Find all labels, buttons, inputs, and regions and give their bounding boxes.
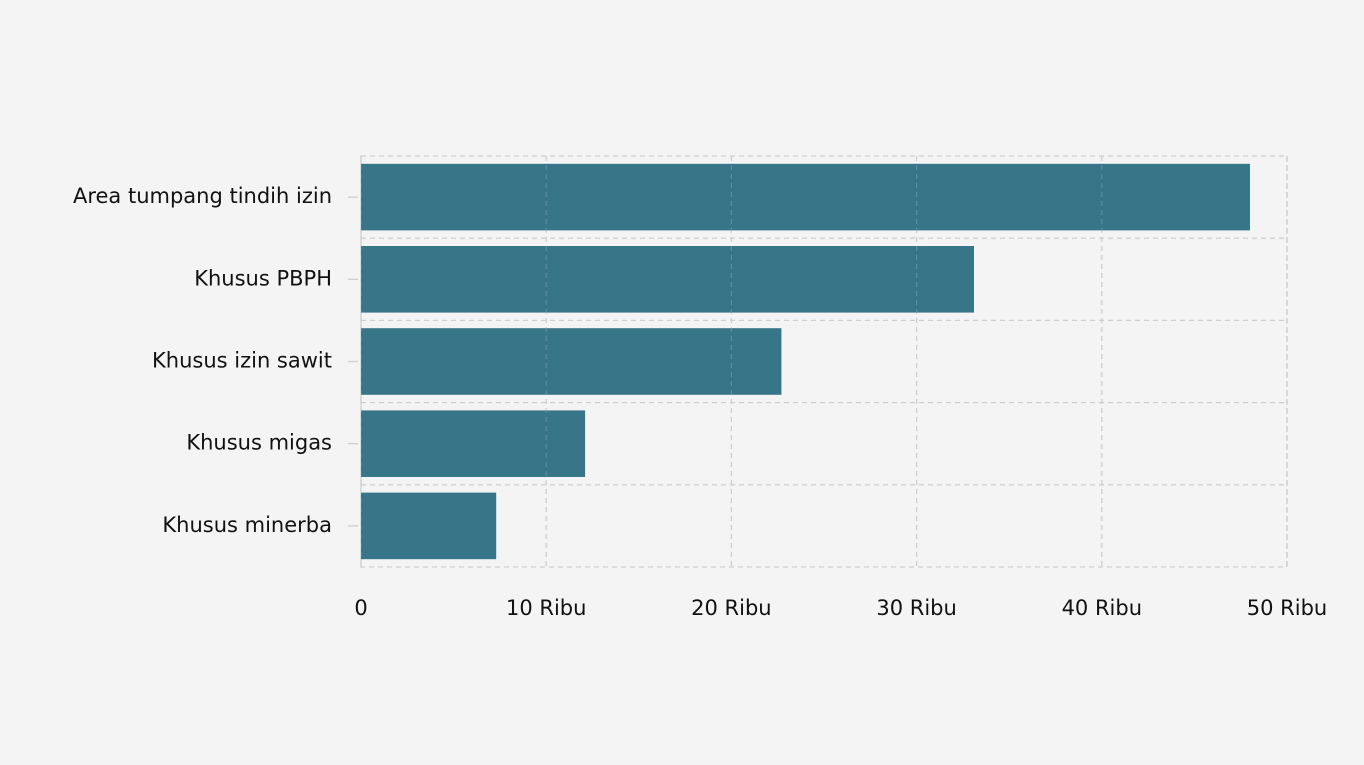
x-tick-label: 20 Ribu	[691, 596, 771, 620]
x-tick-label: 30 Ribu	[876, 596, 956, 620]
bar	[361, 410, 586, 477]
bar	[361, 328, 782, 395]
bar	[361, 246, 975, 313]
x-tick-label: 50 Ribu	[1247, 596, 1327, 620]
y-tick-label: Khusus migas	[186, 431, 332, 455]
x-tick-label: 0	[354, 596, 367, 620]
y-tick-label: Khusus minerba	[162, 513, 332, 537]
x-tick-label: 40 Ribu	[1062, 596, 1142, 620]
bar	[361, 492, 497, 560]
bar	[361, 163, 1250, 231]
x-tick-label: 10 Ribu	[506, 596, 586, 620]
y-tick-label: Khusus izin sawit	[152, 349, 332, 373]
y-tick-label: Khusus PBPH	[194, 266, 332, 290]
y-tick-label: Area tumpang tindih izin	[73, 184, 332, 208]
